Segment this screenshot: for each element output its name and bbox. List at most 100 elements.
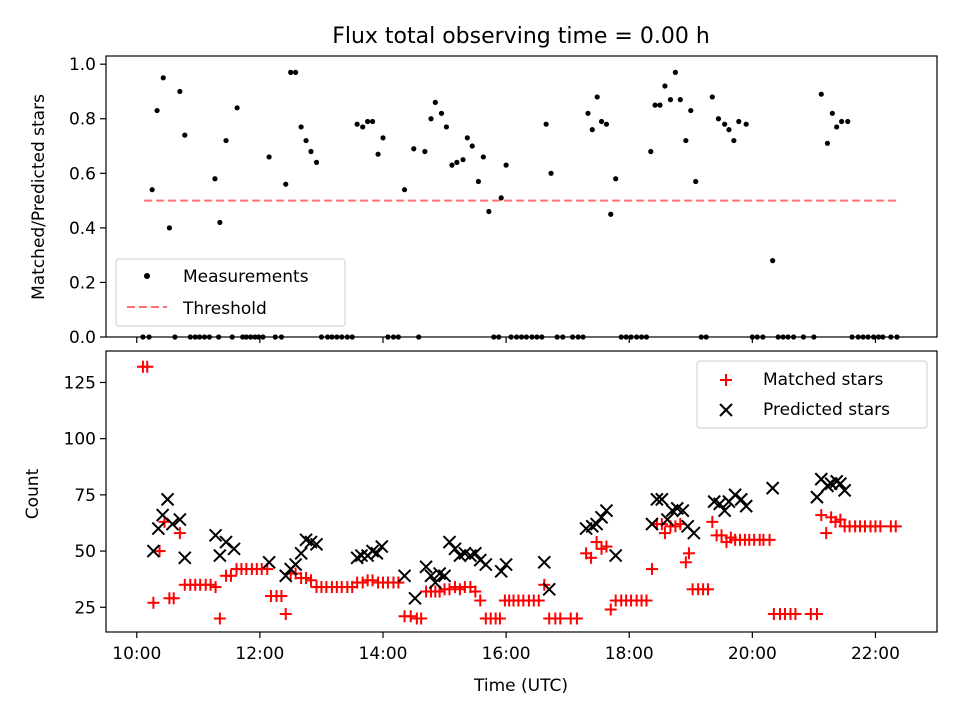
matched-star-point bbox=[658, 527, 671, 540]
measurement-point bbox=[369, 118, 376, 125]
matched-star-point bbox=[404, 610, 417, 623]
measurement-point bbox=[486, 208, 492, 215]
measurement-point bbox=[608, 211, 614, 217]
measurement-point bbox=[283, 181, 289, 187]
matched-star-point bbox=[702, 583, 715, 596]
predicted-star-point bbox=[494, 564, 508, 579]
measurement-point bbox=[667, 97, 674, 103]
measurement-point bbox=[652, 102, 658, 108]
bottom-y-tick-label: 25 bbox=[74, 598, 96, 618]
top-plot-panel: 0.0 0.2 0.4 0.6 0.8 1.0 Matched/Predicted sta… bbox=[29, 55, 938, 348]
measurement-point bbox=[217, 219, 223, 226]
matched-star-point bbox=[590, 536, 603, 549]
matched-star-point bbox=[392, 576, 405, 589]
predicted-star-point bbox=[765, 481, 780, 495]
measurement-point bbox=[677, 97, 683, 103]
measurement-point bbox=[460, 157, 466, 163]
measurement-point bbox=[743, 121, 749, 127]
measurement-point bbox=[589, 127, 595, 133]
x-axis-label: Time (UTC) bbox=[473, 676, 568, 696]
predicted-star-point bbox=[810, 490, 824, 504]
predicted-star-point bbox=[294, 546, 308, 561]
measurement-point bbox=[543, 121, 549, 127]
predicted-star-point bbox=[542, 582, 556, 596]
predicted-star-point bbox=[397, 569, 412, 583]
measurement-point bbox=[838, 118, 845, 125]
bottom-x-tick-label: 22:00 bbox=[851, 644, 900, 664]
legend-matched-label: Matched stars bbox=[763, 370, 883, 390]
predicted-star-point bbox=[350, 551, 364, 565]
measurement-point bbox=[292, 69, 299, 75]
predicted-star-point bbox=[739, 499, 753, 513]
measurement-point bbox=[443, 124, 450, 130]
measurement-point bbox=[354, 121, 360, 127]
measurement-point bbox=[498, 195, 504, 201]
measurement-point bbox=[709, 94, 715, 100]
predicted-star-point bbox=[208, 528, 223, 543]
predicted-star-point bbox=[655, 492, 669, 507]
measurement-point bbox=[177, 88, 183, 95]
predicted-star-point bbox=[160, 492, 175, 507]
bottom-x-ticks: 10:00 12:00 14:00 16:00 18:00 20:00 22:00 bbox=[112, 632, 900, 664]
predicted-star-point bbox=[428, 575, 443, 590]
predicted-star-point bbox=[837, 483, 852, 498]
predicted-star-point bbox=[589, 517, 604, 531]
measurement-point bbox=[298, 124, 304, 130]
matched-star-point bbox=[443, 583, 456, 596]
predicted-star-point bbox=[408, 591, 422, 605]
predicted-star-point bbox=[594, 510, 609, 525]
matched-star-point bbox=[789, 608, 802, 621]
predicted-star-point bbox=[288, 557, 303, 572]
predicted-star-point bbox=[173, 512, 187, 527]
measurement-point bbox=[149, 187, 155, 193]
measurement-point bbox=[266, 154, 272, 160]
measurement-point bbox=[818, 91, 824, 97]
measurement-point bbox=[308, 148, 314, 155]
bottom-y-tick-label: 75 bbox=[74, 486, 96, 506]
predicted-star-point bbox=[151, 521, 166, 536]
measurement-point bbox=[672, 69, 678, 75]
predicted-star-point bbox=[309, 537, 324, 552]
top-y-axis-label: Matched/Predicted stars bbox=[29, 94, 49, 300]
top-y-ticks: 0.0 0.2 0.4 0.6 0.8 1.0 bbox=[69, 55, 106, 348]
predicted-star-point bbox=[419, 560, 433, 574]
predicted-star-point bbox=[354, 548, 369, 563]
bottom-data-marks bbox=[136, 360, 902, 625]
measurement-point bbox=[365, 118, 371, 125]
bottom-legend: Matched stars Predicted stars bbox=[696, 360, 928, 429]
matched-star-point bbox=[366, 574, 379, 587]
legend-measurements-label: Measurements bbox=[183, 267, 309, 287]
measurement-point bbox=[154, 107, 160, 114]
bottom-x-tick-label: 10:00 bbox=[112, 644, 161, 664]
measurement-point bbox=[234, 105, 240, 111]
measurement-point bbox=[469, 143, 475, 149]
measurement-point bbox=[160, 75, 166, 81]
predicted-star-point bbox=[833, 476, 848, 491]
matched-star-point bbox=[141, 360, 154, 373]
measurement-point bbox=[770, 258, 776, 264]
predicted-star-point bbox=[365, 544, 380, 558]
predicted-star-point bbox=[262, 555, 276, 570]
predicted-star-point bbox=[178, 551, 192, 565]
measurement-point bbox=[736, 118, 742, 125]
measurement-point bbox=[657, 102, 663, 108]
measurement-point bbox=[594, 94, 600, 100]
matched-star-point bbox=[532, 594, 545, 607]
measurement-point bbox=[648, 148, 654, 155]
measurement-point bbox=[411, 146, 417, 152]
measurement-point bbox=[313, 159, 320, 165]
predicted-star-point bbox=[165, 517, 180, 531]
matched-star-point bbox=[493, 612, 506, 625]
top-legend: Measurements Threshold bbox=[115, 258, 346, 327]
legend-predicted-label: Predicted stars bbox=[763, 400, 890, 420]
measurement-point bbox=[223, 137, 229, 144]
matched-star-point bbox=[585, 551, 598, 564]
measurement-point bbox=[432, 99, 438, 105]
measurement-point bbox=[454, 159, 460, 165]
predicted-star-point bbox=[227, 542, 241, 556]
measurement-point bbox=[834, 124, 840, 130]
measurement-point bbox=[598, 118, 605, 125]
matched-star-point bbox=[469, 585, 482, 598]
top-y-tick-label: 0.6 bbox=[69, 164, 96, 184]
bottom-x-tick-label: 16:00 bbox=[482, 644, 531, 664]
